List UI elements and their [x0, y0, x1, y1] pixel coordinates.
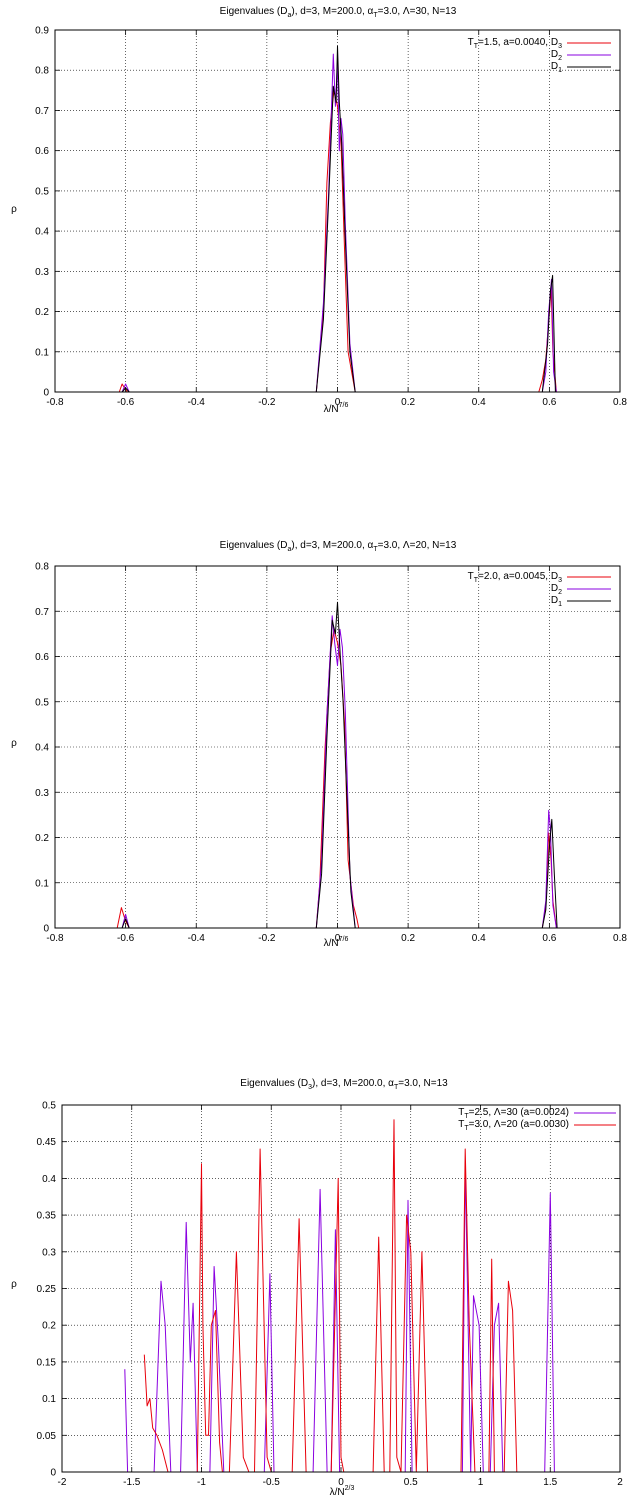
x-tick-label: 0: [335, 397, 341, 408]
x-tick-label: -0.6: [117, 397, 135, 408]
grid-layer: [55, 30, 620, 392]
x-tick-label: 0.4: [472, 933, 486, 944]
y-tick-label: 0.6: [35, 652, 49, 663]
y-tick-label: 0.3: [42, 1247, 56, 1258]
x-tick-label: 0: [338, 1477, 344, 1488]
x-tick-label: -0.8: [46, 933, 64, 944]
y-tick-label: 0.2: [42, 1321, 56, 1332]
y-tick-label: 0.1: [35, 878, 49, 889]
x-tick-label: -0.5: [263, 1477, 281, 1488]
y-tick-label: 0.3: [35, 267, 49, 278]
chart-title: Eigenvalues (Da), d=3, M=200.0, αT=3.0, …: [220, 6, 457, 19]
chart-1: Eigenvalues (Da), d=3, M=200.0, αT=3.0, …: [11, 6, 627, 415]
x-tick-label: 0.6: [542, 933, 556, 944]
y-tick-label: 0.7: [35, 106, 49, 117]
legend-label-d3: TT=1.5, a=0.0040, D3: [468, 37, 562, 50]
x-tick-label: 2: [617, 1477, 623, 1488]
x-tick-label: -0.8: [46, 397, 64, 408]
x-tick-label: -1: [197, 1477, 206, 1488]
x-tick-label: 0: [335, 933, 341, 944]
y-tick-label: 0.25: [37, 1284, 57, 1295]
y-tick-label: 0.5: [42, 1101, 56, 1112]
x-tick-label: -0.4: [188, 933, 206, 944]
x-tick-label: 0.5: [404, 1477, 418, 1488]
series-line-3: [55, 601, 620, 929]
plot-frame: [54, 565, 621, 929]
x-tick-label: -1.5: [123, 1477, 141, 1488]
y-tick-label: 0.4: [35, 227, 49, 238]
legend-label-purple: TT=2.5, Λ=30 (a=0.0024): [458, 1107, 569, 1120]
x-tick-label: 0.6: [542, 397, 556, 408]
x-tick-label: -0.2: [258, 933, 276, 944]
y-tick-label: 0: [50, 1468, 56, 1479]
y-tick-label: 0.4: [35, 743, 49, 754]
x-tick-label: -0.6: [117, 933, 135, 944]
x-tick-label: -2: [58, 1477, 67, 1488]
legend: TT=2.0, a=0.0045, D3 D2 D1: [468, 571, 611, 608]
series-line-2: [143, 1119, 518, 1473]
y-tick-label: 0.35: [37, 1211, 57, 1222]
y-tick-label: 0.1: [42, 1394, 56, 1405]
legend: TT=2.5, Λ=30 (a=0.0024) TT=3.0, Λ=20 (a=…: [458, 1107, 616, 1132]
y-tick-label: 0.5: [35, 697, 49, 708]
legend-label-d2: D2: [551, 583, 562, 596]
x-tick-label: 0.8: [613, 933, 627, 944]
y-tick-label: 0.2: [35, 833, 49, 844]
plot-frame: [54, 29, 621, 393]
y-axis-label: ρ: [11, 1279, 17, 1290]
x-tick-label: 0.2: [401, 397, 415, 408]
x-tick-label: 0.8: [613, 397, 627, 408]
x-tick-label: -0.4: [188, 397, 206, 408]
series-layer: [124, 1119, 555, 1473]
x-tick-label: 1.5: [543, 1477, 557, 1488]
legend: TT=1.5, a=0.0040, D3 D2 D1: [468, 37, 611, 74]
x-axis-label: λ/N2/3: [330, 1485, 355, 1498]
y-tick-label: 0.45: [37, 1137, 57, 1148]
y-axis-label: ρ: [11, 204, 17, 215]
y-tick-label: 0.5: [35, 186, 49, 197]
x-tick-label: 0.2: [401, 933, 415, 944]
series-layer: [55, 601, 620, 929]
y-tick-label: 0: [43, 388, 49, 399]
x-tick-label: -0.2: [258, 397, 276, 408]
y-tick-label: 0.7: [35, 607, 49, 618]
y-tick-label: 0.05: [37, 1431, 57, 1442]
axis-layer: -0.8 -0.6 -0.4 -0.2 0 0.2 0.4 0.6 0.8 0 0.1 0.2 0.3 0…: [35, 26, 627, 409]
plot-frame: [61, 1104, 621, 1473]
grid-layer: [62, 1105, 620, 1472]
axis-layer: -0.8 -0.6 -0.4 -0.2 0 0.2 0.4 0.6 0.8 0 0.1 0.2 0.3 0…: [35, 562, 627, 945]
y-tick-label: 0.8: [35, 66, 49, 77]
legend-label-d3: TT=2.0, a=0.0045, D3: [468, 571, 562, 584]
y-tick-label: 0.15: [37, 1357, 57, 1368]
y-tick-label: 0.4: [42, 1174, 56, 1185]
chart-3: Eigenvalues (D3), d=3, M=200.0, αT=3.0, …: [11, 1078, 624, 1498]
chart-title: Eigenvalues (Da), d=3, M=200.0, αT=3.0, …: [220, 540, 457, 553]
x-tick-label: 0.4: [472, 397, 486, 408]
y-tick-label: 0.6: [35, 146, 49, 157]
legend-label-d1: D1: [551, 61, 562, 74]
y-tick-label: 0.1: [35, 347, 49, 358]
x-axis-label: λ/N7/6: [324, 402, 349, 415]
y-tick-label: 0: [43, 924, 49, 935]
legend-label-red: TT=3.0, Λ=20 (a=0.0030): [458, 1119, 569, 1132]
y-tick-label: 0.8: [35, 562, 49, 573]
legend-label-d1: D1: [551, 595, 562, 608]
y-tick-label: 0.9: [35, 26, 49, 37]
y-tick-label: 0.2: [35, 307, 49, 318]
legend-label-d2: D2: [551, 49, 562, 62]
x-tick-label: 1: [478, 1477, 484, 1488]
chart-title: Eigenvalues (D3), d=3, M=200.0, αT=3.0, …: [240, 1078, 448, 1091]
y-tick-label: 0.3: [35, 788, 49, 799]
chart-2: Eigenvalues (Da), d=3, M=200.0, αT=3.0, …: [11, 540, 627, 949]
axis-layer: -2 -1.5 -1 -0.5 0 0.5 1 1.5 2 0 0.05 0.1 0.15 0.2 0.25…: [37, 1101, 624, 1489]
grid-layer: [55, 566, 620, 928]
x-axis-label: λ/N7/6: [324, 936, 349, 949]
y-axis-label: ρ: [11, 738, 17, 749]
